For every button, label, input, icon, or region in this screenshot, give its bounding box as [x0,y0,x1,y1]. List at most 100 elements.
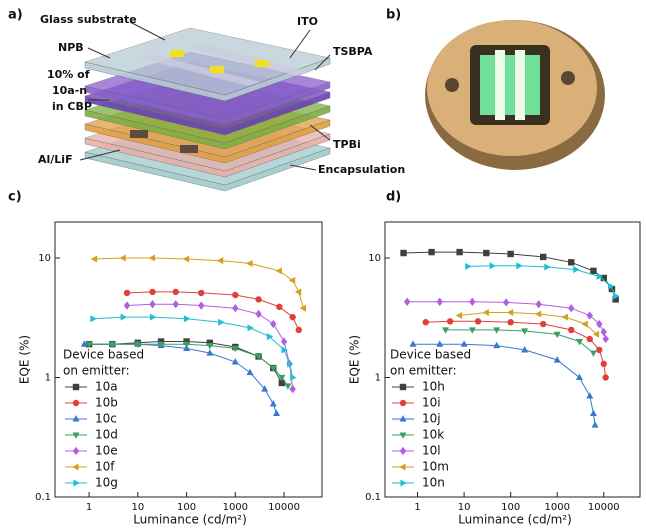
marker [183,256,189,263]
x-tick-label: 1000 [223,502,248,513]
marker [590,410,597,416]
legend-marker [73,384,79,390]
marker [456,312,462,319]
y-tick-label: 1 [375,372,381,383]
legend-label: 10j [422,412,441,426]
legend-label: 10b [95,396,118,410]
marker [90,315,96,322]
marker [568,327,574,333]
marker [290,374,296,381]
marker [576,374,583,380]
device-photo [420,5,620,170]
marker [184,315,190,322]
legend-label: 10i [422,396,441,410]
marker [576,339,583,345]
legend-marker [400,447,406,455]
marker [124,290,130,296]
marker [482,309,488,316]
marker [469,298,475,306]
marker [149,254,155,261]
legend-label: 10e [95,444,118,458]
legend-marker [399,415,406,421]
marker [198,290,204,296]
marker [273,410,280,416]
pointer [290,165,316,170]
legend-title: Device based [390,348,471,362]
marker [270,400,277,406]
y-tick-label: 1 [45,372,51,383]
y-tick-label: 10 [38,253,51,264]
pointer [88,48,110,58]
x-tick-label: 1 [414,502,420,513]
diagram-label: Al/LiF [38,153,73,166]
x-tick-label: 100 [177,502,196,513]
legend-label: 10c [95,412,117,426]
marker [483,250,489,256]
legend-marker [72,415,79,421]
series-line [404,252,616,299]
marker [587,336,593,342]
legend-marker [399,432,406,438]
marker [149,300,155,308]
emission [480,55,540,115]
x-tick-label: 1 [86,502,92,513]
marker [573,266,579,273]
marker [601,361,607,367]
legend-marker [73,479,79,486]
marker [296,327,302,333]
x-tick-label: 10000 [268,502,300,513]
marker [590,268,596,274]
pixel-strip [515,50,525,120]
marker [562,314,568,321]
legend-marker [72,463,78,470]
legend-title: Device based [63,348,144,362]
panel-label: b) [386,8,401,23]
x-tick-label: 10 [131,502,144,513]
pixel-strip [495,50,505,120]
page: a)b)c)d)Glass substrateITONPBTSBPA10% of… [0,0,646,529]
panel-label: c) [8,190,22,205]
marker [465,263,471,270]
marker [410,340,417,346]
marker [587,311,593,319]
marker [400,250,406,256]
pixel [255,60,269,67]
legend-label: 10n [422,476,445,490]
marker [232,292,238,298]
marker [217,257,223,264]
diagram-label: NPB [58,41,84,54]
legend-marker [399,463,405,470]
marker [590,351,597,357]
legend-marker [400,479,406,486]
marker [544,264,550,271]
marker [602,374,608,380]
marker [586,392,593,398]
marker [568,304,574,312]
y-axis-label: EQE (%) [348,335,362,384]
marker [255,296,261,302]
marker [404,298,410,306]
diagram-label: Glass substrate [40,13,137,26]
marker [602,335,608,343]
marker [535,300,541,308]
x-tick-label: 1000 [544,502,569,513]
marker [507,309,513,316]
series-line [95,258,304,308]
marker [289,314,295,320]
screw [561,71,575,85]
marker [507,251,513,257]
legend-marker [400,400,406,406]
marker [289,385,295,393]
cathode [130,130,148,138]
legend-title: on emitter: [390,364,457,378]
marker [475,318,481,324]
x-axis-label: Luminance (cd/m²) [133,513,247,527]
marker [121,314,127,321]
x-tick-label: 10 [458,502,471,513]
marker [516,262,522,269]
cathode [180,145,198,153]
diagram-label: TSBPA [333,45,373,58]
legend-label: 10l [422,444,441,458]
legend-title: on emitter: [63,364,130,378]
marker [255,310,261,318]
